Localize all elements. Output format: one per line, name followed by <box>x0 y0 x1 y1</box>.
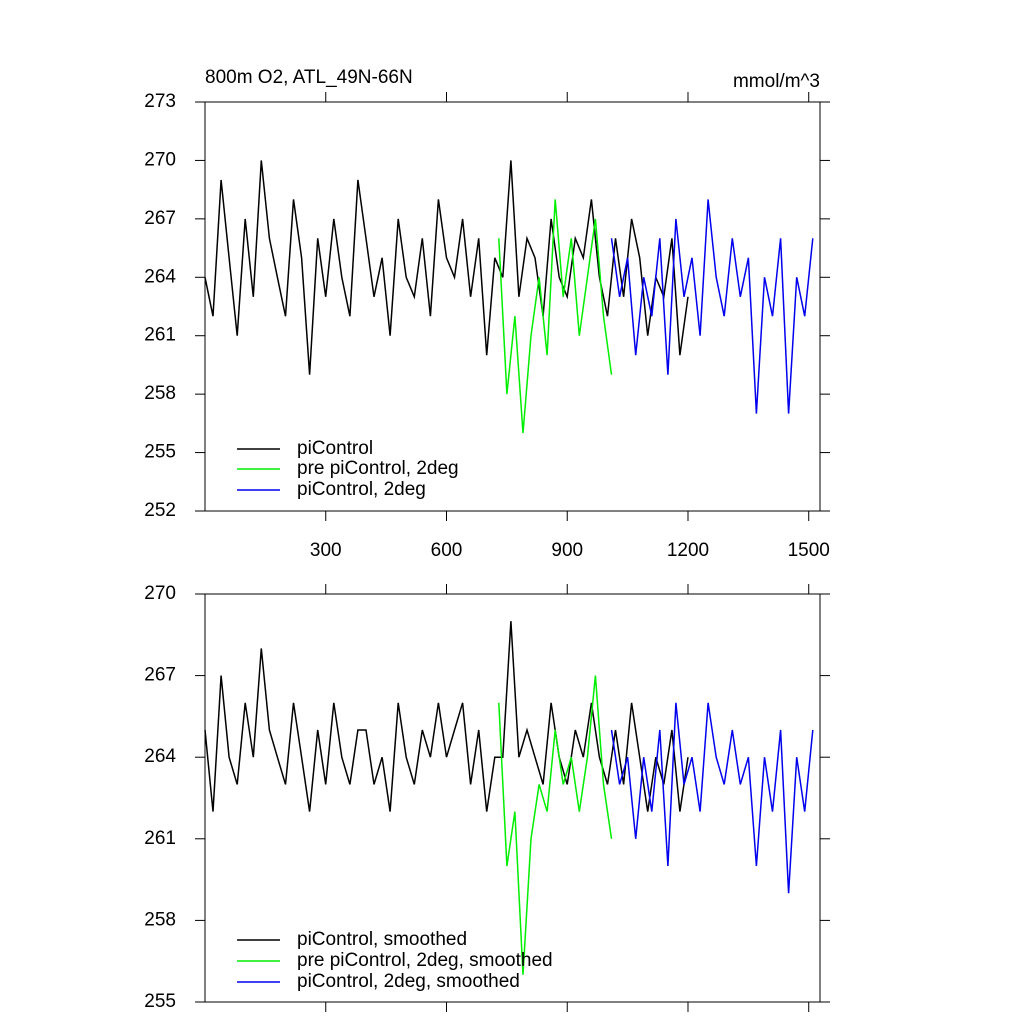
legend-label: pre piControl, 2deg <box>297 458 459 479</box>
data-line <box>610 702 814 894</box>
y-tick-label: 252 <box>144 500 176 521</box>
legend-label: piControl, 2deg, smoothed <box>297 971 520 992</box>
legend-label: piControl, smoothed <box>297 929 467 950</box>
legend-label: piControl <box>297 438 373 459</box>
y-tick-label: 267 <box>144 665 176 686</box>
y-tick-label: 255 <box>144 442 176 463</box>
plot-frame <box>204 593 821 1003</box>
data-line <box>204 621 689 812</box>
data-line <box>610 199 814 414</box>
x-tick-label: 900 <box>551 540 583 561</box>
legend-label: piControl, 2deg <box>297 479 426 500</box>
y-tick-label: 264 <box>144 266 176 287</box>
data-line <box>204 160 689 375</box>
units-label: mmol/m^3 <box>733 71 820 92</box>
data-line <box>498 199 613 434</box>
y-tick-label: 261 <box>144 325 176 346</box>
data-line <box>498 675 613 975</box>
x-tick-label: 1200 <box>667 540 709 561</box>
x-tick-label: 300 <box>310 540 342 561</box>
y-tick-label: 264 <box>144 746 176 767</box>
y-tick-label: 258 <box>144 383 176 404</box>
x-tick-label: 600 <box>431 540 463 561</box>
plot-frame <box>204 101 821 512</box>
legend-label: pre piControl, 2deg, smoothed <box>297 950 553 971</box>
y-tick-label: 255 <box>144 991 176 1012</box>
y-tick-label: 267 <box>144 208 176 229</box>
y-tick-label: 258 <box>144 909 176 930</box>
x-tick-label: 1500 <box>788 540 830 561</box>
y-tick-label: 270 <box>144 583 176 604</box>
y-tick-label: 261 <box>144 828 176 849</box>
y-tick-label: 270 <box>144 149 176 170</box>
y-tick-label: 273 <box>144 91 176 112</box>
chart-title: 800m O2, ATL_49N-66N <box>205 67 413 88</box>
